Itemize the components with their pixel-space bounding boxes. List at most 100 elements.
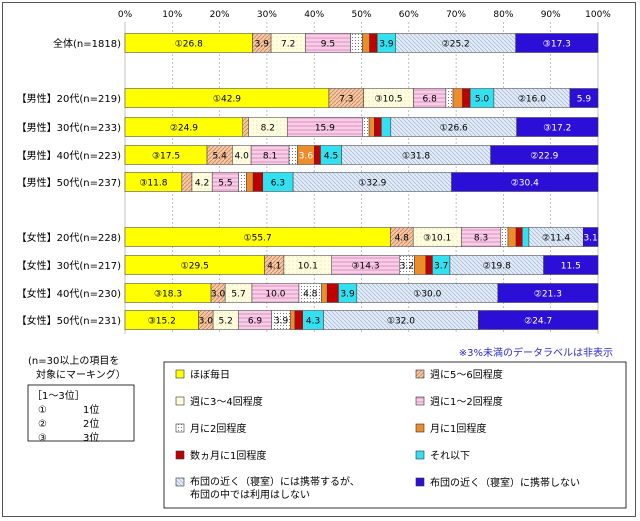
data-label: 4.8 xyxy=(395,234,410,244)
bar-segment xyxy=(326,283,339,303)
data-label: ①42.9 xyxy=(213,95,241,105)
data-label: 3.2 xyxy=(400,262,414,272)
rank-2-symbol: ② xyxy=(38,419,47,430)
bar-segment xyxy=(516,117,599,137)
marking-title-1: (n=30以上の項目を xyxy=(28,355,119,367)
legend-swatch xyxy=(175,450,185,460)
category-label: 【女性】40代(n=230) xyxy=(17,287,121,300)
data-label: ②11.4 xyxy=(542,234,570,244)
data-label: ①26.6 xyxy=(440,124,468,134)
data-label: 10.0 xyxy=(265,290,285,300)
bar-segment xyxy=(374,117,382,137)
rank-3-symbol: ③ xyxy=(38,433,47,444)
legend-label: 布団の近く（寝室）には携帯するが、 xyxy=(190,475,360,488)
bar-segment xyxy=(500,227,509,247)
legend-label: 月に2回程度 xyxy=(190,422,246,435)
rank-1-text: 1位 xyxy=(83,403,99,416)
category-label: 全体(n=1818) xyxy=(53,37,121,50)
bar-segment xyxy=(362,117,370,137)
bar-segment xyxy=(314,145,321,165)
bar-segment xyxy=(350,33,363,53)
data-label: 5.2 xyxy=(219,317,233,327)
data-label: 6.8 xyxy=(423,95,438,105)
category-label: 【男性】20代(n=219) xyxy=(17,92,121,105)
x-tick-label: 30% xyxy=(257,10,277,20)
bar-segment xyxy=(522,227,530,247)
bar-segment xyxy=(181,172,193,192)
legend-swatch xyxy=(415,369,425,379)
category-label: 【男性】50代(n=237) xyxy=(17,176,121,189)
bar-segment xyxy=(381,117,392,137)
category-labels: 全体(n=1818) 【男性】20代(n=219) 【男性】30代(n=233) 【男… xyxy=(17,37,121,327)
legend-label: 週に1～2回程度 xyxy=(430,395,503,408)
legend-swatch xyxy=(175,477,185,487)
category-label: 【女性】50代(n=231) xyxy=(17,314,121,327)
data-label: ①31.8 xyxy=(402,152,430,162)
bar-segment xyxy=(242,117,249,137)
x-tick-label: 70% xyxy=(446,10,466,20)
x-tick-label: 80% xyxy=(493,10,513,20)
data-label: ②24.7 xyxy=(524,317,552,327)
data-label: 4.8 xyxy=(303,290,318,300)
category-label: 【男性】30代(n=233) xyxy=(17,121,121,134)
bar-segment xyxy=(252,172,264,192)
data-label: 10.1 xyxy=(298,262,318,272)
data-label: ③10.5 xyxy=(375,95,403,105)
data-label: 3.9 xyxy=(340,290,355,300)
x-tick-label: 100% xyxy=(585,10,611,20)
data-label: 4.0 xyxy=(235,152,250,162)
data-label: 5.9 xyxy=(577,95,592,105)
note-text: ※3%未満のデータラベルは非表示 xyxy=(459,346,613,359)
data-label: 11.5 xyxy=(561,262,581,272)
legend-swatch xyxy=(415,477,425,487)
data-label: ③17.3 xyxy=(543,40,571,50)
chart-frame xyxy=(2,2,636,517)
data-label: ①55.7 xyxy=(244,234,272,244)
data-label: ②16.0 xyxy=(518,95,546,105)
data-label: 3.6 xyxy=(299,152,314,162)
legend-label: 月に1回程度 xyxy=(430,422,486,435)
data-label: 3.1 xyxy=(583,234,597,244)
data-label: 7.3 xyxy=(339,95,353,105)
data-label: ②25.2 xyxy=(442,40,470,50)
data-label: 4.3 xyxy=(306,317,320,327)
rank-box xyxy=(27,384,135,442)
bar-segment xyxy=(478,310,599,330)
category-label: 【男性】40代(n=223) xyxy=(17,149,121,162)
legend-box xyxy=(163,361,627,509)
data-label: 6.3 xyxy=(271,179,285,189)
bars: ①26.8 3.9 7.2 9.5 3.9 ②25.2 ③17.3 ①42.9 7.3 ③10.5… xyxy=(124,33,599,330)
bar-segment xyxy=(369,33,378,53)
legend-label: ほぼ毎日 xyxy=(190,368,230,381)
legend-label: 数ヵ月に1回程度 xyxy=(190,449,266,462)
bar-segment xyxy=(543,255,599,275)
bar-segment xyxy=(246,172,254,192)
bar-segment xyxy=(321,283,328,303)
data-label: 3.0 xyxy=(211,290,226,300)
bar-segment xyxy=(507,227,517,247)
data-label: ③17.2 xyxy=(543,124,571,134)
data-label: 4.5 xyxy=(324,152,338,162)
legend-label: 布団の近く（寝室）に携帯しない xyxy=(430,476,580,489)
legend-label: 布団の中では利用はしない xyxy=(190,488,310,501)
legend-swatch xyxy=(175,396,185,406)
data-label: ③15.2 xyxy=(148,317,176,327)
data-label: ②21.3 xyxy=(534,290,562,300)
legend-swatch xyxy=(175,369,185,379)
bar-segment xyxy=(238,172,247,192)
legend-label: 週に3～4回程度 xyxy=(190,395,263,408)
category-label: 【女性】30代(n=217) xyxy=(17,259,121,272)
data-label: 4.2 xyxy=(195,179,209,189)
bar-segment xyxy=(288,145,298,165)
data-label: ①26.8 xyxy=(175,40,203,50)
data-label: ③14.3 xyxy=(351,262,379,272)
rank-1-symbol: ① xyxy=(38,405,47,416)
data-label: 8.3 xyxy=(474,234,488,244)
legend-label: それ以下 xyxy=(430,450,470,462)
data-label: 4.1 xyxy=(267,262,281,272)
bar-segment xyxy=(425,255,433,275)
data-label: 5.7 xyxy=(231,290,245,300)
bar-segment xyxy=(515,227,523,247)
data-label: ①32.9 xyxy=(358,179,386,189)
